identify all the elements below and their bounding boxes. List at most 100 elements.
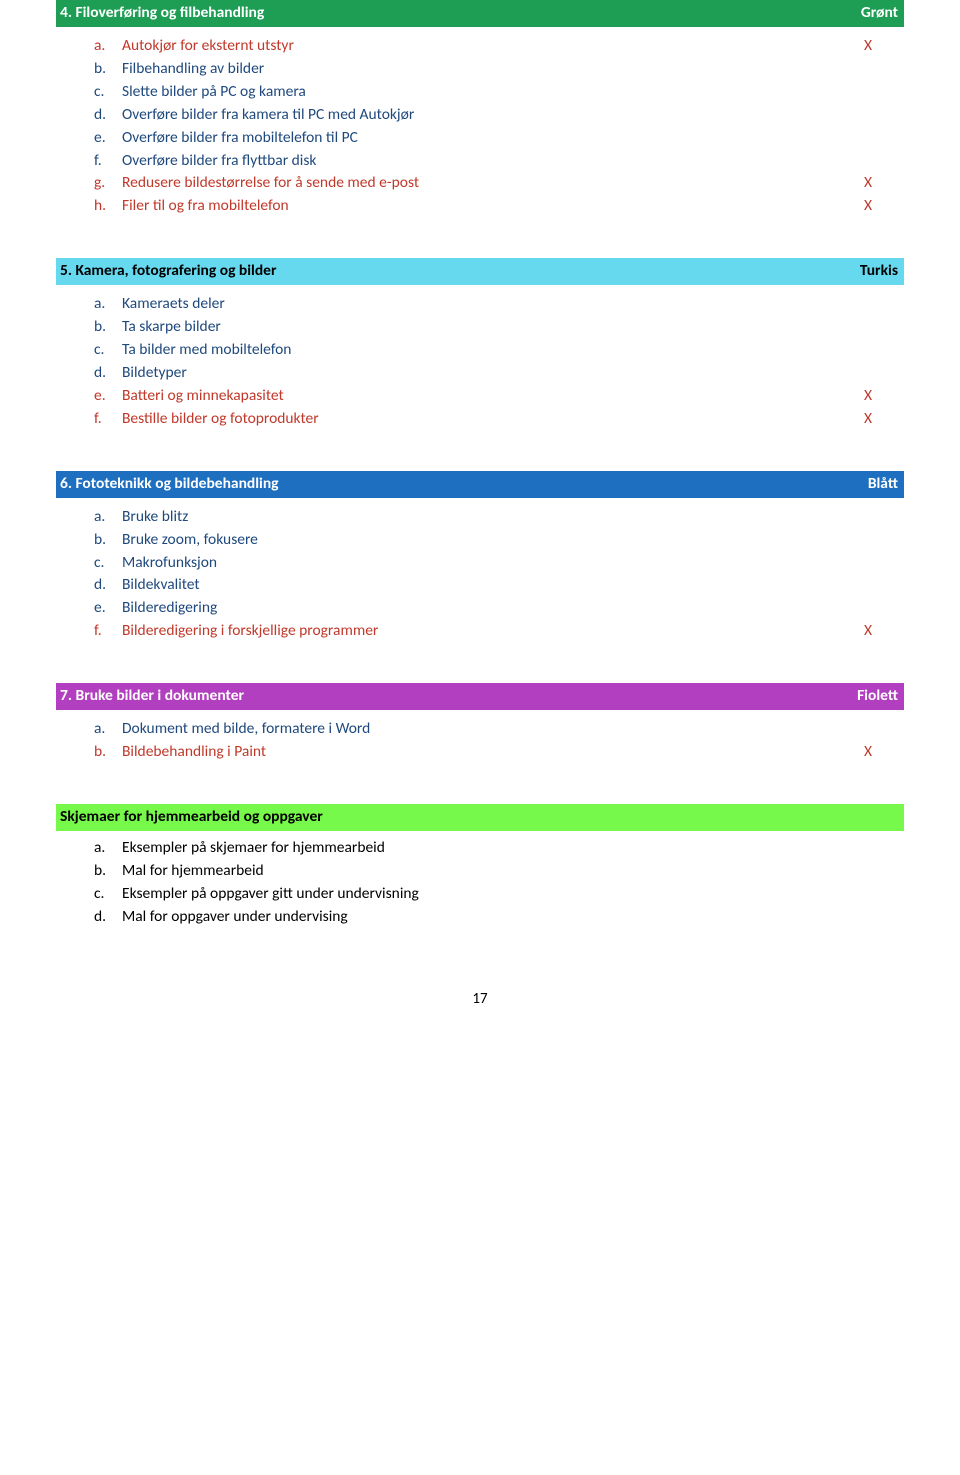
item-letter: b.: [94, 530, 122, 551]
list-item: b.Bruke zoom, fokusere: [94, 529, 904, 552]
item-mark: [864, 82, 898, 103]
item-letter: h.: [94, 196, 122, 217]
section: 7. Bruke bilder i dokumenter Fiolett a.Dok…: [56, 683, 904, 764]
item-label: Batteri og minnekapasitet: [122, 386, 864, 407]
sections-container: 4. Filoverføring og filbehandling Grønt a.…: [56, 0, 904, 764]
item-label: Ta skarpe bilder: [122, 317, 864, 338]
section: 6. Fototeknikk og bildebehandling Blått a.…: [56, 471, 904, 643]
list-item: e.Bilderedigering: [94, 597, 904, 620]
list-item: b.Mal for hjemmearbeid: [94, 860, 904, 883]
item-mark: X: [864, 386, 898, 407]
section-header: 7. Bruke bilder i dokumenter Fiolett: [56, 683, 904, 710]
item-letter: a.: [94, 36, 122, 57]
item-mark: [864, 507, 898, 528]
list-item: a.Autokjør for eksternt utstyrX: [94, 35, 904, 58]
item-label: Eksempler på skjemaer for hjemmearbeid: [122, 838, 898, 859]
item-label: Overføre bilder fra mobiltelefon til PC: [122, 128, 864, 149]
item-mark: X: [864, 409, 898, 430]
list-item: c.Eksempler på oppgaver gitt under under…: [94, 883, 904, 906]
item-mark: [864, 598, 898, 619]
list-item: c.Slette bilder på PC og kamera: [94, 81, 904, 104]
item-label: Overføre bilder fra flyttbar disk: [122, 151, 864, 172]
item-label: Bildetyper: [122, 363, 864, 384]
item-letter: b.: [94, 59, 122, 80]
section-header: 4. Filoverføring og filbehandling Grønt: [56, 0, 904, 27]
section-header: 5. Kamera, fotografering og bilder Turkis: [56, 258, 904, 285]
item-letter: b.: [94, 861, 122, 882]
section-title: 5. Kamera, fotografering og bilder: [60, 261, 276, 282]
list-item: f.Overføre bilder fra flyttbar disk: [94, 150, 904, 173]
item-label: Eksempler på oppgaver gitt under undervi…: [122, 884, 898, 905]
list-item: d.Bildetyper: [94, 362, 904, 385]
list-item: b.Bildebehandling i PaintX: [94, 741, 904, 764]
item-mark: [864, 59, 898, 80]
item-letter: a.: [94, 507, 122, 528]
item-mark: [864, 294, 898, 315]
item-label: Bilderedigering: [122, 598, 864, 619]
item-mark: [864, 719, 898, 740]
list-item: b.Ta skarpe bilder: [94, 316, 904, 339]
item-mark: [864, 363, 898, 384]
section-tag: Blått: [868, 474, 898, 495]
item-mark: [864, 317, 898, 338]
item-label: Bruke zoom, fokusere: [122, 530, 864, 551]
list-item: g.Redusere bildestørrelse for å sende me…: [94, 172, 904, 195]
item-label: Bildekvalitet: [122, 575, 864, 596]
item-label: Autokjør for eksternt utstyr: [122, 36, 864, 57]
item-label: Makrofunksjon: [122, 553, 864, 574]
section-tag: Turkis: [860, 261, 898, 282]
item-letter: b.: [94, 317, 122, 338]
section-tag: Grønt: [861, 3, 898, 24]
item-mark: [864, 553, 898, 574]
item-label: Mal for oppgaver under undervising: [122, 907, 898, 928]
list-item: a.Kameraets deler: [94, 293, 904, 316]
section-list: a.Autokjør for eksternt utstyrXb.Filbeha…: [56, 35, 904, 218]
list-item: a.Dokument med bilde, formatere i Word: [94, 718, 904, 741]
item-letter: a.: [94, 294, 122, 315]
section-title: 7. Bruke bilder i dokumenter: [60, 686, 244, 707]
list-item: c.Makrofunksjon: [94, 552, 904, 575]
item-label: Ta bilder med mobiltelefon: [122, 340, 864, 361]
list-item: d.Mal for oppgaver under undervising: [94, 906, 904, 929]
section-header: 6. Fototeknikk og bildebehandling Blått: [56, 471, 904, 498]
item-mark: [864, 128, 898, 149]
list-item: c.Ta bilder med mobiltelefon: [94, 339, 904, 362]
item-label: Bestille bilder og fotoprodukter: [122, 409, 864, 430]
section: 4. Filoverføring og filbehandling Grønt a.…: [56, 0, 904, 218]
section-tag: Fiolett: [857, 686, 898, 707]
item-mark: [864, 575, 898, 596]
item-mark: [864, 530, 898, 551]
list-item: b.Filbehandling av bilder: [94, 58, 904, 81]
item-letter: c.: [94, 884, 122, 905]
item-label: Bruke blitz: [122, 507, 864, 528]
section-title: 6. Fototeknikk og bildebehandling: [60, 474, 279, 495]
item-letter: c.: [94, 340, 122, 361]
page-number: 17: [56, 989, 904, 1009]
item-letter: a.: [94, 838, 122, 859]
item-letter: e.: [94, 386, 122, 407]
extra-section: Skjemaer for hjemmearbeid og oppgaver a.…: [56, 804, 904, 929]
item-label: Redusere bildestørrelse for å sende med …: [122, 173, 864, 194]
item-letter: d.: [94, 907, 122, 928]
section-list: a.Kameraets delerb.Ta skarpe bilderc.Ta …: [56, 293, 904, 431]
item-letter: d.: [94, 105, 122, 126]
item-label: Filbehandling av bilder: [122, 59, 864, 80]
item-label: Slette bilder på PC og kamera: [122, 82, 864, 103]
item-letter: b.: [94, 742, 122, 763]
extra-list: a.Eksempler på skjemaer for hjemmearbeid…: [56, 837, 904, 929]
item-letter: d.: [94, 363, 122, 384]
item-mark: [864, 340, 898, 361]
list-item: a.Eksempler på skjemaer for hjemmearbeid: [94, 837, 904, 860]
item-label: Bildebehandling i Paint: [122, 742, 864, 763]
item-letter: c.: [94, 553, 122, 574]
item-label: Kameraets deler: [122, 294, 864, 315]
item-letter: f.: [94, 621, 122, 642]
list-item: f.Bestille bilder og fotoprodukterX: [94, 408, 904, 431]
item-letter: a.: [94, 719, 122, 740]
item-label: Mal for hjemmearbeid: [122, 861, 898, 882]
item-mark: X: [864, 173, 898, 194]
item-letter: d.: [94, 575, 122, 596]
section-title: 4. Filoverføring og filbehandling: [60, 3, 264, 24]
item-letter: g.: [94, 173, 122, 194]
list-item: h.Filer til og fra mobiltelefonX: [94, 195, 904, 218]
